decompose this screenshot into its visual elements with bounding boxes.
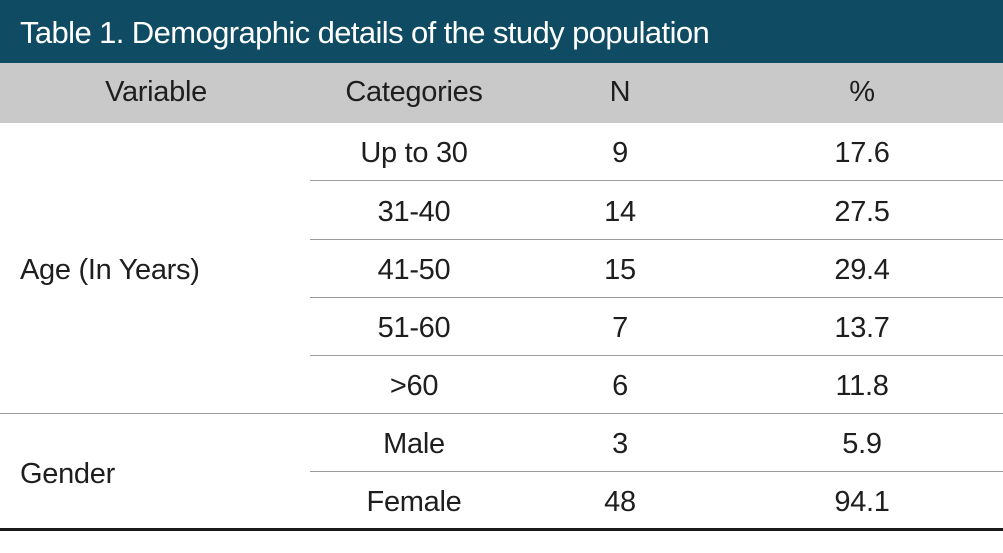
percent-cell: 27.5: [834, 196, 890, 228]
group-divider: [0, 413, 1003, 414]
table-title: Table 1. Demographic details of the stud…: [0, 0, 1003, 63]
row-divider: [310, 355, 1003, 356]
header-categories: Categories: [345, 76, 483, 108]
table-header-row: Variable Categories N %: [0, 63, 1003, 123]
header-percent: %: [849, 76, 875, 108]
variable-age: Age (In Years): [20, 254, 200, 286]
n-cell: 9: [612, 137, 628, 169]
percent-cell: 29.4: [834, 254, 890, 286]
n-cell: 14: [604, 196, 636, 228]
header-n: N: [609, 76, 631, 108]
n-cell: 15: [604, 254, 636, 286]
percent-cell: 13.7: [834, 312, 890, 344]
percent-cell: 17.6: [834, 137, 890, 169]
n-cell: 48: [604, 486, 636, 518]
row-divider: [310, 180, 1003, 181]
category-cell: >60: [389, 370, 439, 402]
row-divider: [310, 471, 1003, 472]
category-cell: 51-60: [377, 312, 451, 344]
row-divider: [310, 297, 1003, 298]
category-cell: Up to 30: [360, 137, 468, 169]
category-cell: Male: [383, 428, 445, 460]
table-bottom-rule: [0, 528, 1003, 531]
percent-cell: 94.1: [834, 486, 890, 518]
n-cell: 6: [612, 370, 628, 402]
percent-cell: 11.8: [835, 370, 889, 402]
n-cell: 3: [612, 428, 628, 460]
header-variable: Variable: [105, 76, 207, 108]
percent-cell: 5.9: [842, 428, 882, 460]
n-cell: 7: [612, 312, 628, 344]
variable-gender: Gender: [20, 458, 115, 490]
category-cell: 41-50: [377, 254, 451, 286]
category-cell: 31-40: [377, 196, 451, 228]
row-divider: [310, 239, 1003, 240]
category-cell: Female: [366, 486, 462, 518]
